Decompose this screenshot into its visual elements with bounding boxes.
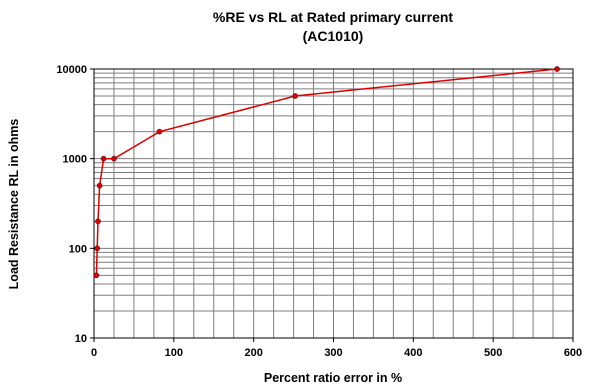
- y-tick-label: 10: [75, 333, 87, 345]
- y-tick-label: 10000: [56, 64, 87, 76]
- data-point: [94, 245, 100, 252]
- data-point: [100, 155, 107, 162]
- x-tick-label: 0: [91, 347, 97, 359]
- x-tick-label: 100: [165, 347, 183, 359]
- data-point: [93, 272, 100, 279]
- data-point: [96, 182, 103, 189]
- data-point: [292, 93, 298, 99]
- axis-ticks: 0 100 200 300 400 500 600 10 100 1000 10000: [56, 64, 582, 359]
- x-tick-label: 200: [244, 347, 262, 359]
- data-point: [95, 218, 101, 225]
- x-tick-label: 600: [564, 347, 582, 359]
- x-tick-label: 300: [324, 347, 342, 359]
- chart-title-line-1: %RE vs RL at Rated primary current: [213, 9, 453, 25]
- chart-title-line-2: (AC1010): [303, 28, 364, 44]
- series-layer: [93, 66, 560, 279]
- y-tick-label: 1000: [63, 154, 87, 166]
- x-tick-label: 500: [484, 347, 502, 359]
- data-point: [111, 155, 117, 162]
- x-tick-label: 400: [404, 347, 422, 359]
- y-axis-label: Load Resistance RL in ohms: [7, 119, 21, 290]
- plot-grid: [94, 69, 573, 338]
- data-point: [156, 128, 163, 135]
- y-tick-label: 100: [69, 243, 87, 255]
- x-axis-label: Percent ratio error in %: [264, 371, 402, 385]
- data-point: [554, 66, 560, 72]
